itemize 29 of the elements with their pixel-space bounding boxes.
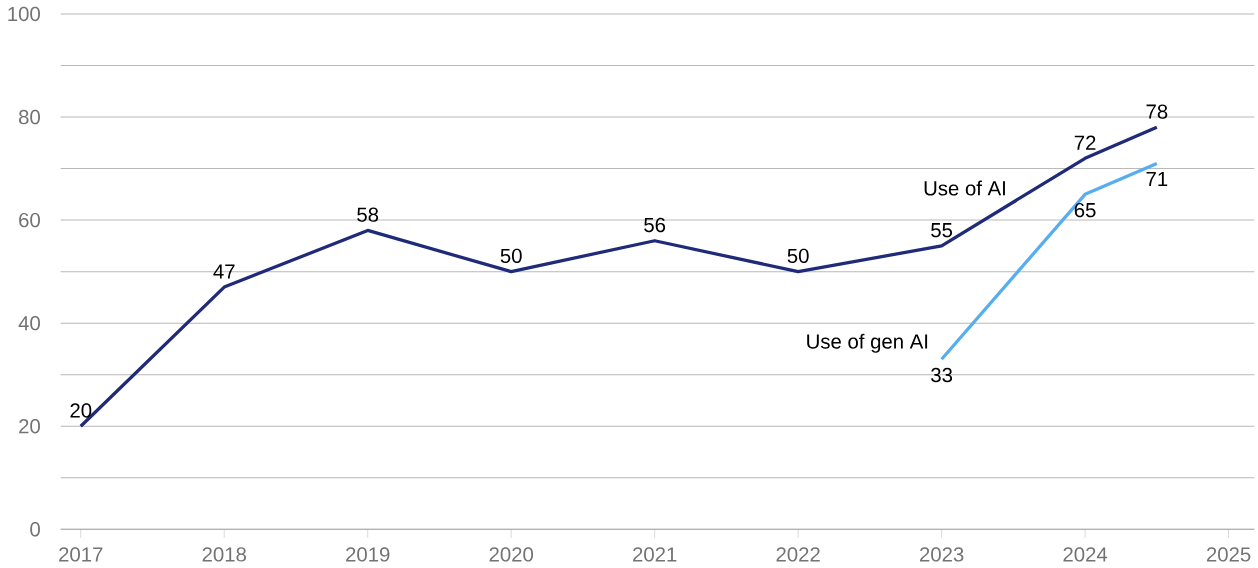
data-label: 72 — [1074, 135, 1096, 150]
x-tick-label: 2020 — [489, 547, 534, 562]
data-label: 20 — [70, 403, 92, 418]
y-tick-label: 20 — [19, 418, 40, 434]
data-label: 50 — [787, 248, 809, 263]
x-tick-label: 2023 — [920, 547, 964, 562]
y-tick-label: 60 — [19, 212, 40, 228]
data-label: 71 — [1146, 171, 1168, 186]
y-tick-label: 80 — [19, 109, 40, 125]
data-label: 56 — [644, 217, 666, 232]
x-tick-label: 2018 — [202, 547, 246, 562]
data-label: 33 — [931, 367, 953, 382]
data-label: 58 — [357, 207, 379, 222]
y-tick-label: 100 — [8, 6, 40, 21]
y-tick-label: 40 — [18, 315, 40, 331]
data-label: 78 — [1146, 104, 1168, 119]
data-label: 55 — [931, 222, 953, 238]
x-tick-label: 2021 — [633, 547, 677, 562]
series-label: Use of gen AI — [807, 333, 928, 353]
x-tick-label: 2019 — [346, 547, 390, 562]
data-label: 50 — [500, 248, 522, 263]
y-tick-label: 0 — [30, 521, 40, 537]
x-tick-label: 2022 — [776, 547, 820, 562]
data-label: 47 — [213, 264, 235, 279]
x-tick-label: 2024 — [1063, 547, 1108, 562]
x-tick-label: 2025 — [1206, 547, 1251, 562]
x-tick-label: 2017 — [59, 547, 103, 562]
data-label: 65 — [1074, 202, 1096, 218]
series-label: Use of AI — [924, 180, 1005, 196]
